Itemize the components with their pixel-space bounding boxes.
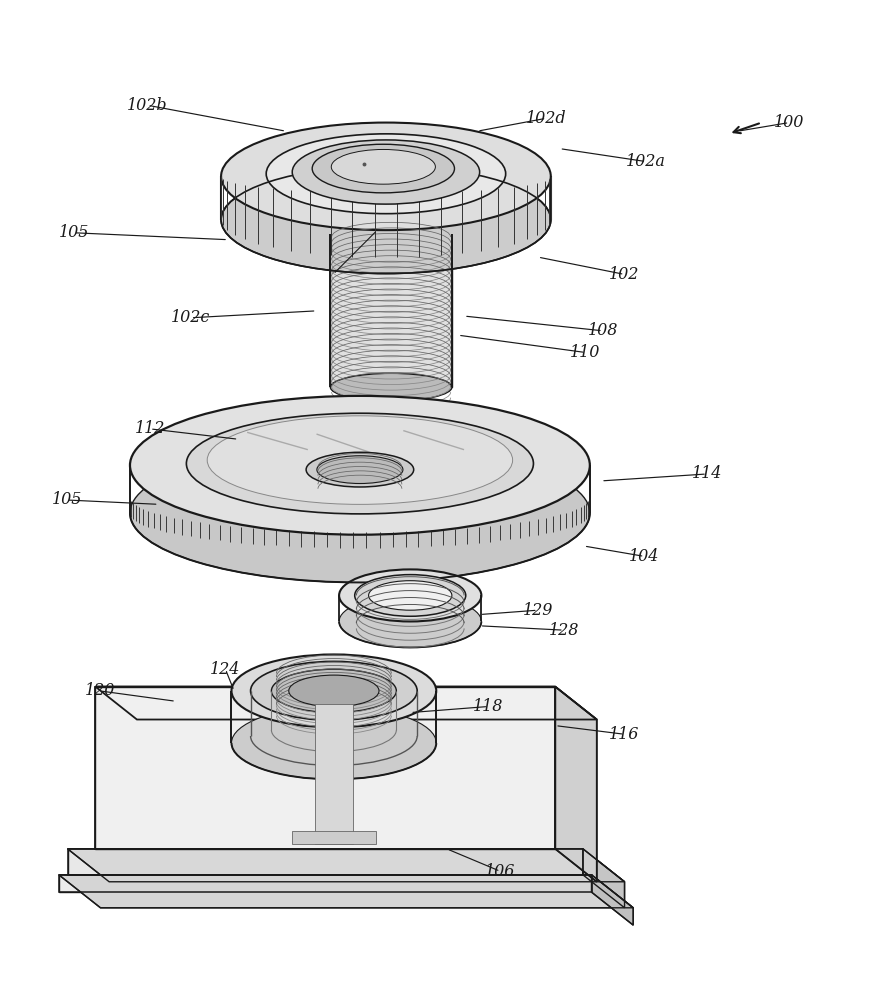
Ellipse shape (331, 149, 435, 184)
Text: 116: 116 (610, 726, 639, 743)
Polygon shape (330, 234, 452, 387)
Text: 102c: 102c (171, 309, 210, 326)
Ellipse shape (355, 575, 466, 616)
Ellipse shape (187, 413, 533, 514)
Ellipse shape (272, 669, 396, 713)
Ellipse shape (339, 569, 482, 621)
Ellipse shape (231, 654, 436, 727)
Polygon shape (95, 687, 555, 849)
Ellipse shape (330, 373, 452, 401)
Text: 102: 102 (610, 266, 639, 283)
Text: 108: 108 (588, 322, 618, 339)
Polygon shape (59, 875, 633, 908)
Ellipse shape (130, 396, 590, 535)
Polygon shape (59, 875, 591, 892)
Text: 102b: 102b (127, 97, 167, 114)
Text: 112: 112 (135, 420, 165, 437)
Text: 124: 124 (210, 661, 241, 678)
Ellipse shape (251, 661, 417, 720)
Ellipse shape (289, 675, 379, 707)
Ellipse shape (306, 452, 413, 487)
Text: 106: 106 (485, 863, 516, 880)
Text: 128: 128 (548, 622, 579, 639)
Text: 110: 110 (570, 344, 601, 361)
Polygon shape (67, 849, 583, 875)
Polygon shape (314, 704, 353, 844)
Ellipse shape (130, 444, 590, 582)
Ellipse shape (293, 140, 480, 204)
Polygon shape (583, 849, 625, 908)
Text: 102d: 102d (526, 110, 567, 127)
Polygon shape (293, 831, 376, 844)
Ellipse shape (317, 456, 403, 484)
Ellipse shape (339, 595, 482, 648)
Polygon shape (555, 687, 597, 882)
Text: 102a: 102a (626, 153, 666, 170)
Text: 105: 105 (52, 491, 81, 508)
Polygon shape (95, 687, 597, 720)
Text: 118: 118 (473, 698, 504, 715)
Text: 129: 129 (523, 602, 553, 619)
Text: 104: 104 (629, 548, 660, 565)
Text: 105: 105 (59, 224, 88, 241)
Ellipse shape (208, 416, 512, 504)
Ellipse shape (266, 134, 505, 214)
Text: 100: 100 (774, 114, 804, 131)
Ellipse shape (231, 707, 436, 779)
Ellipse shape (221, 123, 551, 230)
Polygon shape (67, 849, 625, 882)
Text: 120: 120 (84, 682, 115, 699)
Ellipse shape (369, 581, 452, 610)
Polygon shape (591, 875, 633, 925)
Text: 114: 114 (692, 465, 722, 482)
Ellipse shape (221, 166, 551, 274)
Ellipse shape (312, 144, 455, 193)
